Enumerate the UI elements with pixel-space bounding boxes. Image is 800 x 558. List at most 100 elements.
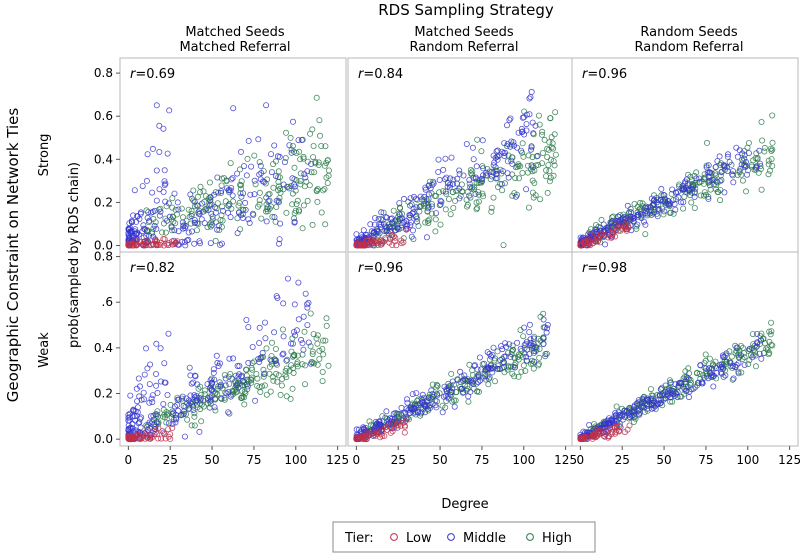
point-high xyxy=(668,190,675,197)
point-middle xyxy=(209,213,216,220)
point-high xyxy=(270,377,277,384)
point-middle xyxy=(143,177,150,184)
point-high xyxy=(466,180,473,187)
chart-title: RDS Sampling Strategy xyxy=(378,1,554,19)
point-middle xyxy=(255,355,262,362)
point-middle xyxy=(197,397,204,404)
point-middle xyxy=(190,403,197,410)
point-middle xyxy=(661,208,668,215)
point-middle xyxy=(140,389,147,396)
point-low xyxy=(144,427,151,434)
point-high xyxy=(656,206,663,213)
point-high xyxy=(324,157,331,164)
point-middle xyxy=(720,352,727,359)
point-middle xyxy=(586,421,593,428)
point-middle xyxy=(134,213,141,220)
point-middle xyxy=(471,362,478,369)
point-middle xyxy=(229,375,236,382)
point-high xyxy=(758,119,765,126)
point-middle xyxy=(298,136,305,143)
point-middle xyxy=(171,403,178,410)
point-middle xyxy=(504,170,511,177)
point-high xyxy=(313,94,320,101)
point-middle xyxy=(735,360,742,367)
point-high xyxy=(310,154,317,161)
point-high xyxy=(697,192,704,199)
legend-label-middle: Middle xyxy=(463,531,506,546)
point-high xyxy=(211,390,218,397)
point-high xyxy=(706,355,713,362)
point-middle xyxy=(407,202,414,209)
point-middle xyxy=(533,344,540,351)
point-middle xyxy=(635,407,642,414)
point-middle xyxy=(218,240,225,247)
point-high xyxy=(721,357,728,364)
point-high xyxy=(729,376,736,383)
correlation-value: =0.96 xyxy=(363,261,403,276)
point-middle xyxy=(454,175,461,182)
point-low xyxy=(169,424,176,431)
point-middle xyxy=(272,357,279,364)
point-low xyxy=(382,235,389,242)
point-high xyxy=(488,204,495,211)
point-middle xyxy=(529,164,536,171)
point-middle xyxy=(716,153,723,160)
point-middle xyxy=(165,330,172,337)
point-high xyxy=(505,364,512,371)
point-high xyxy=(379,413,386,420)
point-middle xyxy=(409,391,416,398)
point-middle xyxy=(501,140,508,147)
point-middle xyxy=(527,339,534,346)
point-low xyxy=(130,242,137,249)
point-middle xyxy=(412,195,419,202)
point-middle xyxy=(371,425,378,432)
point-middle xyxy=(162,198,169,205)
point-middle xyxy=(658,185,665,192)
point-high xyxy=(316,355,323,362)
point-middle xyxy=(286,142,293,149)
point-middle xyxy=(235,373,242,380)
point-middle xyxy=(140,234,147,241)
point-high xyxy=(254,203,261,210)
point-middle xyxy=(373,230,380,237)
point-middle xyxy=(408,233,415,240)
point-middle xyxy=(498,181,505,188)
point-high xyxy=(434,382,441,389)
point-middle xyxy=(353,231,360,238)
point-low xyxy=(616,422,623,429)
point-middle xyxy=(409,227,416,234)
point-middle xyxy=(414,409,421,416)
point-middle xyxy=(709,365,716,372)
point-middle xyxy=(180,222,187,229)
point-high xyxy=(437,221,444,228)
point-middle xyxy=(500,150,507,157)
x-tick-label: 25 xyxy=(391,453,406,467)
point-middle xyxy=(290,328,297,335)
point-high xyxy=(536,354,543,361)
point-middle xyxy=(701,374,708,381)
point-high xyxy=(236,166,243,173)
point-middle xyxy=(481,360,488,367)
point-high xyxy=(277,185,284,192)
point-high xyxy=(765,157,772,164)
point-middle xyxy=(153,382,160,389)
point-high xyxy=(314,198,321,205)
point-high xyxy=(527,166,534,173)
point-middle xyxy=(175,206,182,213)
point-low xyxy=(127,435,134,442)
point-high xyxy=(431,192,438,199)
point-high xyxy=(518,368,525,375)
point-high xyxy=(190,197,197,204)
point-middle xyxy=(227,187,234,194)
legend-label-high: High xyxy=(542,531,572,546)
point-middle xyxy=(242,206,249,213)
point-middle xyxy=(658,399,665,406)
point-middle xyxy=(503,122,510,129)
point-middle xyxy=(252,397,259,404)
point-middle xyxy=(644,396,651,403)
point-middle xyxy=(470,380,477,387)
point-middle xyxy=(273,293,280,300)
point-high xyxy=(275,187,282,194)
point-high xyxy=(667,398,674,405)
point-high xyxy=(501,180,508,187)
